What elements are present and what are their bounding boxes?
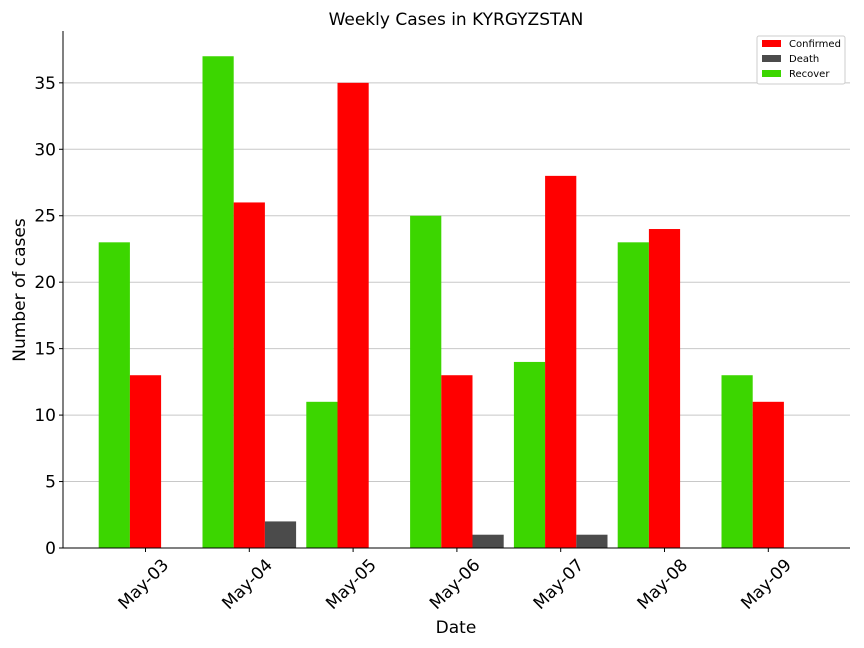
- bar-confirmed: [545, 175, 577, 548]
- x-tick-label: May-03: [115, 555, 173, 613]
- bar-confirmed: [648, 229, 681, 549]
- legend-swatch-confirmed: [762, 40, 781, 47]
- y-tick-label: 25: [34, 207, 56, 227]
- bar-death: [472, 534, 504, 548]
- x-tick-label: May-04: [218, 555, 276, 613]
- bar-death: [264, 521, 297, 548]
- x-ticks: May-03 May-04 May-05 May-06 May-07 May-08 May-…: [115, 548, 796, 614]
- legend-label-death: Death: [789, 54, 819, 65]
- x-tick-label: May-08: [634, 555, 692, 613]
- y-ticks: 0 5 10 15 20 25 30 35: [34, 74, 63, 559]
- bar-death: [576, 534, 608, 548]
- bars: [98, 56, 784, 549]
- chart-title: Weekly Cases in KYRGYZSTAN: [329, 10, 584, 30]
- bar-recover: [306, 401, 338, 548]
- y-tick-label: 5: [45, 473, 56, 493]
- y-tick-label: 10: [34, 406, 56, 426]
- bar-confirmed: [441, 375, 473, 548]
- bar-recover: [617, 242, 649, 548]
- bar-recover: [98, 242, 130, 548]
- bar-confirmed: [337, 82, 369, 549]
- y-tick-label: 0: [45, 539, 56, 559]
- x-tick-label: May-06: [426, 555, 484, 613]
- y-tick-label: 35: [34, 74, 56, 94]
- y-axis-label: Number of cases: [10, 218, 30, 362]
- bar-recover: [513, 361, 546, 548]
- legend-label-recover: Recover: [789, 69, 830, 80]
- bar-recover: [410, 215, 442, 548]
- bar-confirmed: [129, 375, 162, 548]
- x-tick-label: May-05: [322, 555, 380, 613]
- x-axis-label: Date: [436, 618, 477, 638]
- x-tick-label: May-09: [737, 555, 795, 613]
- legend-swatch-recover: [762, 70, 781, 77]
- x-tick-label: May-07: [530, 555, 588, 613]
- bar-confirmed: [752, 401, 784, 548]
- bar-recover: [202, 56, 234, 549]
- y-tick-label: 15: [34, 340, 56, 360]
- y-tick-label: 30: [34, 140, 56, 160]
- legend-swatch-death: [762, 55, 781, 62]
- grid: [63, 82, 850, 483]
- bar-confirmed: [233, 202, 265, 548]
- y-tick-label: 20: [34, 273, 56, 293]
- legend: Confirmed Death Recover: [756, 35, 846, 85]
- legend-label-confirmed: Confirmed: [789, 39, 841, 50]
- bar-recover: [721, 375, 753, 548]
